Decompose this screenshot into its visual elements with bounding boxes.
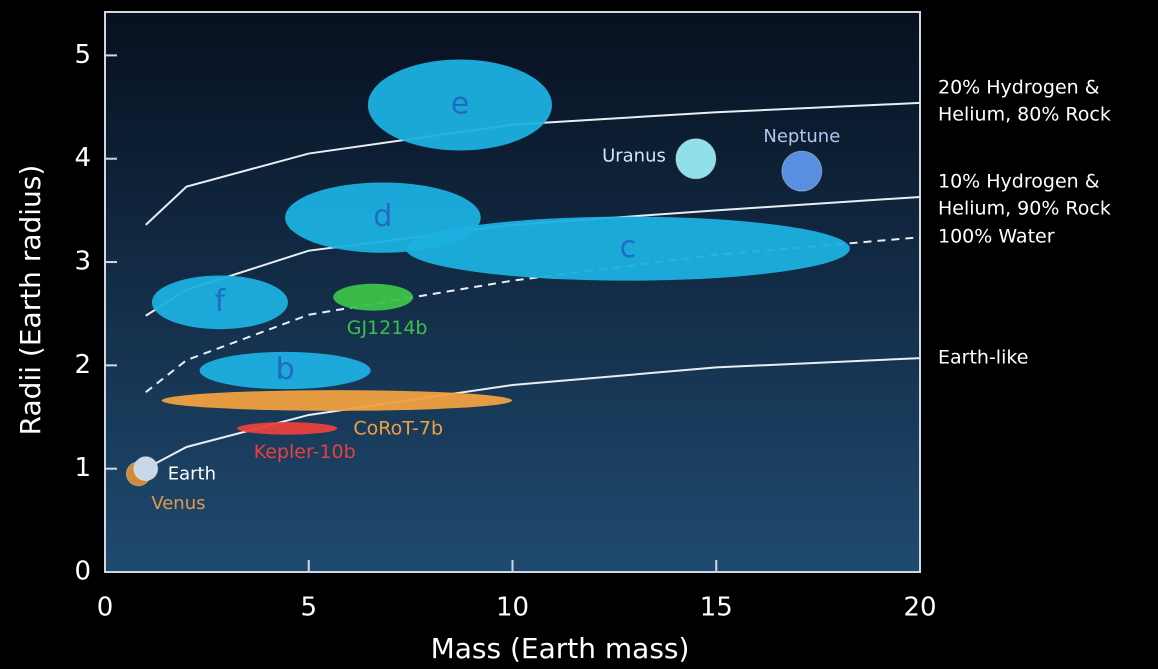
region-label: e <box>451 86 469 121</box>
planet-label: Venus <box>151 493 205 514</box>
y-tick-label: 5 <box>74 40 91 70</box>
planet <box>676 139 716 179</box>
planet-label: Neptune <box>763 126 840 147</box>
x-tick-label: 5 <box>300 593 317 623</box>
region-label: b <box>276 352 295 387</box>
region-label: CoRoT-7b <box>353 417 443 439</box>
curve-label: 100% Water <box>938 226 1055 248</box>
y-tick-label: 1 <box>74 453 91 483</box>
curve-label: 10% Hydrogen & <box>938 170 1100 192</box>
planet-region <box>333 284 413 311</box>
region-label: GJ1214b <box>347 317 428 339</box>
region-label: c <box>620 230 637 265</box>
curve-label: Earth-like <box>938 347 1028 369</box>
x-axis-title: Mass (Earth mass) <box>431 632 690 665</box>
x-tick-label: 10 <box>496 593 529 623</box>
curve-label: 20% Hydrogen & <box>938 76 1100 98</box>
curve-label: Helium, 80% Rock <box>938 103 1111 125</box>
y-tick-label: 0 <box>74 557 91 587</box>
chart: Mass (Earth mass) Radii (Earth radius) 0… <box>0 0 1158 669</box>
y-tick-label: 4 <box>74 143 91 173</box>
x-tick-label: 15 <box>700 593 733 623</box>
region-label: Kepler-10b <box>254 441 356 463</box>
planet <box>782 151 822 191</box>
region-label: d <box>373 199 392 234</box>
planet <box>134 457 158 481</box>
x-tick-label: 20 <box>903 593 936 623</box>
y-axis-title: Radii (Earth radius) <box>14 165 47 436</box>
planet-label: Uranus <box>602 146 666 167</box>
y-tick-label: 2 <box>74 350 91 380</box>
planet-region <box>237 422 337 434</box>
curve-label: Helium, 90% Rock <box>938 197 1111 219</box>
planet-region <box>162 390 512 411</box>
x-tick-label: 0 <box>97 593 114 623</box>
y-tick-label: 3 <box>74 247 91 277</box>
region-label: f <box>215 284 227 319</box>
planet-label: Earth <box>168 464 216 485</box>
